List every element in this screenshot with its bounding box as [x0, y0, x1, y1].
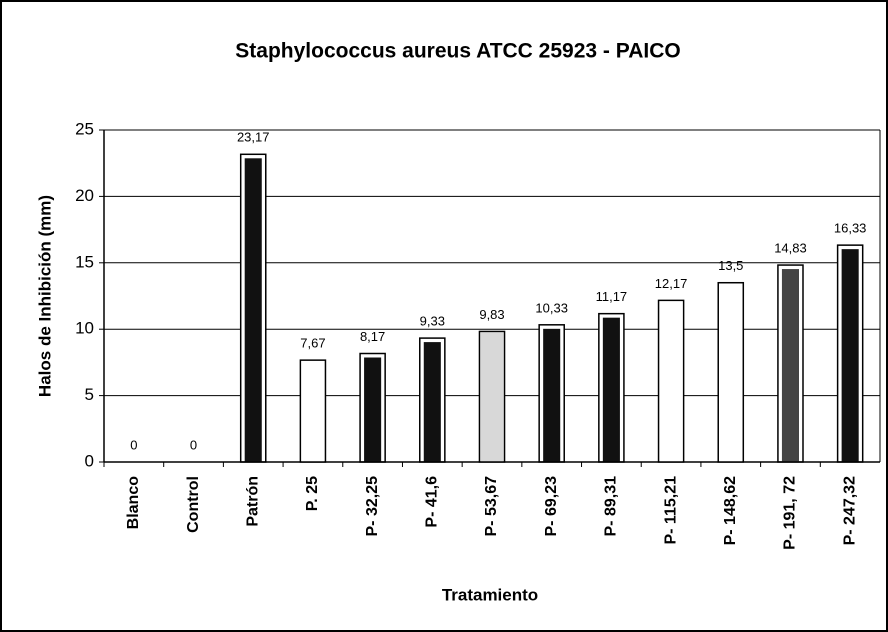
bar-fill	[719, 283, 743, 462]
value-label: 13,5	[718, 258, 743, 273]
x-tick-label: Blanco	[125, 476, 142, 530]
bar-fill	[602, 317, 620, 462]
x-axis-label: Tratamiento	[442, 585, 538, 604]
value-label: 0	[130, 437, 137, 452]
value-label: 12,17	[655, 276, 688, 291]
x-tick-label: P- 53,67	[483, 476, 500, 537]
y-tick-label: 0	[85, 451, 94, 470]
y-tick-label: 10	[75, 319, 94, 338]
y-tick-label: 20	[75, 186, 94, 205]
value-label: 16,33	[834, 221, 867, 236]
value-label: 0	[190, 437, 197, 452]
value-label: 8,17	[360, 329, 385, 344]
value-label: 7,67	[300, 336, 325, 351]
bar-fill	[244, 158, 262, 462]
value-label: 9,83	[479, 307, 504, 322]
y-axis-label: Halos de Inhibición (mm)	[35, 195, 54, 397]
x-tick-label: P- 89,31	[603, 476, 620, 537]
chart-title: Staphylococcus aureus ATCC 25923 - PAICO	[235, 40, 680, 63]
bar-fill	[423, 342, 441, 462]
bar-fill	[364, 357, 382, 462]
value-label: 23,17	[237, 130, 270, 145]
x-tick-label: P- 69,23	[543, 476, 560, 537]
value-label: 11,17	[596, 289, 628, 304]
bar-fill	[543, 328, 561, 462]
bar-fill	[480, 332, 504, 462]
x-tick-label: P- 247,32	[841, 476, 858, 545]
y-tick-label: 25	[75, 119, 94, 138]
value-label: 9,33	[420, 314, 445, 329]
bar-fill	[659, 301, 683, 462]
x-tick-label: Patrón	[244, 476, 261, 527]
x-tick-label: P- 115,21	[662, 476, 679, 545]
x-tick-label: P- 191, 72	[782, 476, 799, 550]
y-tick-label: 15	[75, 252, 94, 271]
y-tick-label: 5	[85, 385, 94, 404]
value-label: 10,33	[535, 300, 568, 315]
x-tick-label: P- 148,62	[722, 476, 739, 545]
x-tick-label: P- 32,25	[364, 476, 381, 537]
value-label: 14,83	[774, 240, 807, 255]
x-tick-label: P. 25	[304, 476, 321, 511]
bar-fill	[841, 249, 859, 462]
bar-fill	[301, 361, 325, 462]
x-tick-label: P- 41,6	[424, 476, 441, 528]
bar-fill	[781, 269, 799, 462]
x-tick-label: Control	[185, 476, 202, 533]
